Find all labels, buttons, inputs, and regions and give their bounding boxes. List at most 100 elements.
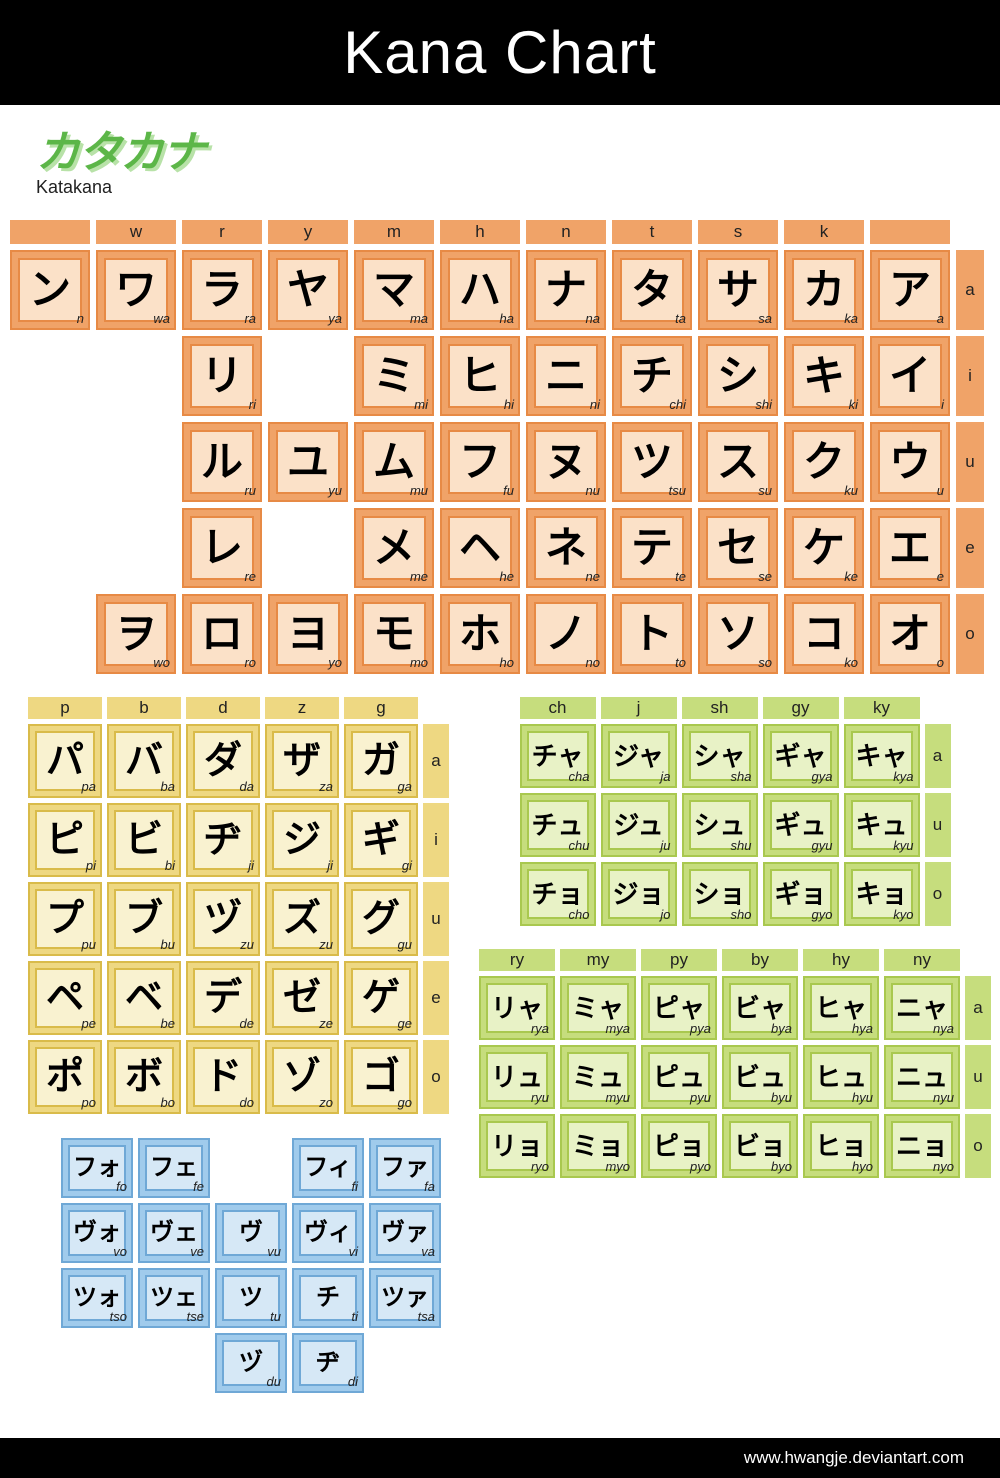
kana-glyph: ギュ	[774, 812, 826, 838]
romaji-label: za	[319, 779, 333, 794]
romaji-label: me	[410, 569, 428, 584]
kana-glyph: カ	[803, 269, 845, 311]
kana-cell: ピョpyo	[641, 1114, 717, 1178]
romaji-label: be	[161, 1016, 175, 1031]
kana-glyph: ツ	[239, 1286, 263, 1310]
kana-cell: ヴvu	[215, 1203, 287, 1263]
column-header: s	[698, 220, 778, 244]
kana-glyph: ボ	[125, 1058, 163, 1096]
kana-glyph: ジ	[283, 821, 321, 859]
kana-glyph: ジャ	[613, 743, 664, 769]
romaji-label: ku	[844, 483, 858, 498]
romaji-label: bi	[165, 858, 175, 873]
kana-cell: ニni	[526, 336, 606, 416]
kana-glyph: ビョ	[734, 1133, 786, 1159]
kana-cell: ンn	[10, 250, 90, 330]
kana-cell: チュchu	[520, 793, 596, 857]
column-header: w	[96, 220, 176, 244]
kana-cell: ツtsu	[612, 422, 692, 502]
kana-glyph: ヌ	[545, 441, 587, 483]
romaji-label: mo	[410, 655, 428, 670]
row-header: o	[965, 1114, 991, 1178]
kana-cell: ガga	[344, 724, 418, 798]
romaji-label: hyu	[852, 1090, 873, 1105]
kana-glyph: ヒャ	[815, 995, 867, 1021]
subtitle-kana: カタカナ	[36, 131, 1000, 175]
kana-cell: バba	[107, 724, 181, 798]
kana-glyph: イ	[889, 355, 931, 397]
romaji-label: e	[937, 569, 944, 584]
kana-glyph: ピョ	[653, 1133, 705, 1159]
romaji-label: ko	[844, 655, 858, 670]
kana-cell: サsa	[698, 250, 778, 330]
kana-glyph: ガ	[362, 742, 400, 780]
romaji-label: ve	[190, 1244, 204, 1259]
kana-glyph: チ	[316, 1286, 340, 1310]
kana-glyph: ヴァ	[381, 1221, 429, 1245]
romaji-label: re	[244, 569, 256, 584]
kana-cell: ユyu	[268, 422, 348, 502]
kana-cell: ヌnu	[526, 422, 606, 502]
column-header	[870, 220, 950, 244]
kana-cell	[268, 336, 348, 416]
romaji-label: sha	[731, 769, 752, 784]
romaji-label: ha	[500, 311, 514, 326]
kana-cell: ワwa	[96, 250, 176, 330]
kana-glyph: ン	[29, 269, 71, 311]
kana-cell: ニュnyu	[884, 1045, 960, 1109]
romaji-label: sa	[758, 311, 772, 326]
kana-glyph: リャ	[491, 995, 543, 1021]
romaji-label: pa	[82, 779, 96, 794]
romaji-label: wo	[153, 655, 170, 670]
kana-cell: ヅzu	[186, 882, 260, 956]
romaji-label: fe	[193, 1179, 204, 1194]
kana-glyph: ツァ	[381, 1286, 429, 1310]
column-header: ch	[520, 697, 596, 719]
row-header: a	[956, 250, 984, 330]
row-header: a	[423, 724, 449, 798]
kana-cell: チchi	[612, 336, 692, 416]
romaji-label: de	[240, 1016, 254, 1031]
column-header: ry	[479, 949, 555, 971]
row-header: i	[423, 803, 449, 877]
romaji-label: o	[937, 655, 944, 670]
kana-glyph: ユ	[287, 441, 329, 483]
kana-glyph: リ	[201, 355, 243, 397]
romaji-label: kyu	[893, 838, 913, 853]
romaji-label: vi	[349, 1244, 358, 1259]
romaji-label: fu	[503, 483, 514, 498]
romaji-label: yo	[328, 655, 342, 670]
kana-cell: ウu	[870, 422, 950, 502]
kana-glyph: ブ	[125, 900, 163, 938]
romaji-label: ga	[398, 779, 412, 794]
kana-cell: テte	[612, 508, 692, 588]
foreign-sounds-table: フォfoフェfeフィfiファfaヴォvoヴェveヴvuヴィviヴァvaツォtso…	[31, 1133, 446, 1398]
kana-glyph: ピ	[46, 821, 84, 859]
column-header: y	[268, 220, 348, 244]
kana-glyph: ロ	[201, 613, 243, 655]
kana-glyph: ツォ	[73, 1286, 121, 1310]
kana-cell: コko	[784, 594, 864, 674]
kana-glyph: ヴェ	[150, 1221, 198, 1245]
kana-cell: ネne	[526, 508, 606, 588]
kana-glyph: ヴォ	[73, 1221, 121, 1245]
kana-cell: ミョmyo	[560, 1114, 636, 1178]
kana-cell	[10, 508, 90, 588]
column-header: gy	[763, 697, 839, 719]
kana-cell: プpu	[28, 882, 102, 956]
kana-cell: ヴェve	[138, 1203, 210, 1263]
kana-cell: グgu	[344, 882, 418, 956]
column-header: py	[641, 949, 717, 971]
kana-glyph: ペ	[46, 979, 84, 1017]
kana-glyph: キョ	[855, 881, 907, 907]
column-header: sh	[682, 697, 758, 719]
romaji-label: shu	[731, 838, 752, 853]
kana-glyph: チャ	[532, 743, 584, 769]
romaji-label: ryu	[531, 1090, 549, 1105]
kana-cell: シュshu	[682, 793, 758, 857]
romaji-label: na	[586, 311, 600, 326]
kana-cell: ニャnya	[884, 976, 960, 1040]
column-header: m	[354, 220, 434, 244]
kana-cell: ミmi	[354, 336, 434, 416]
kana-cell: オo	[870, 594, 950, 674]
